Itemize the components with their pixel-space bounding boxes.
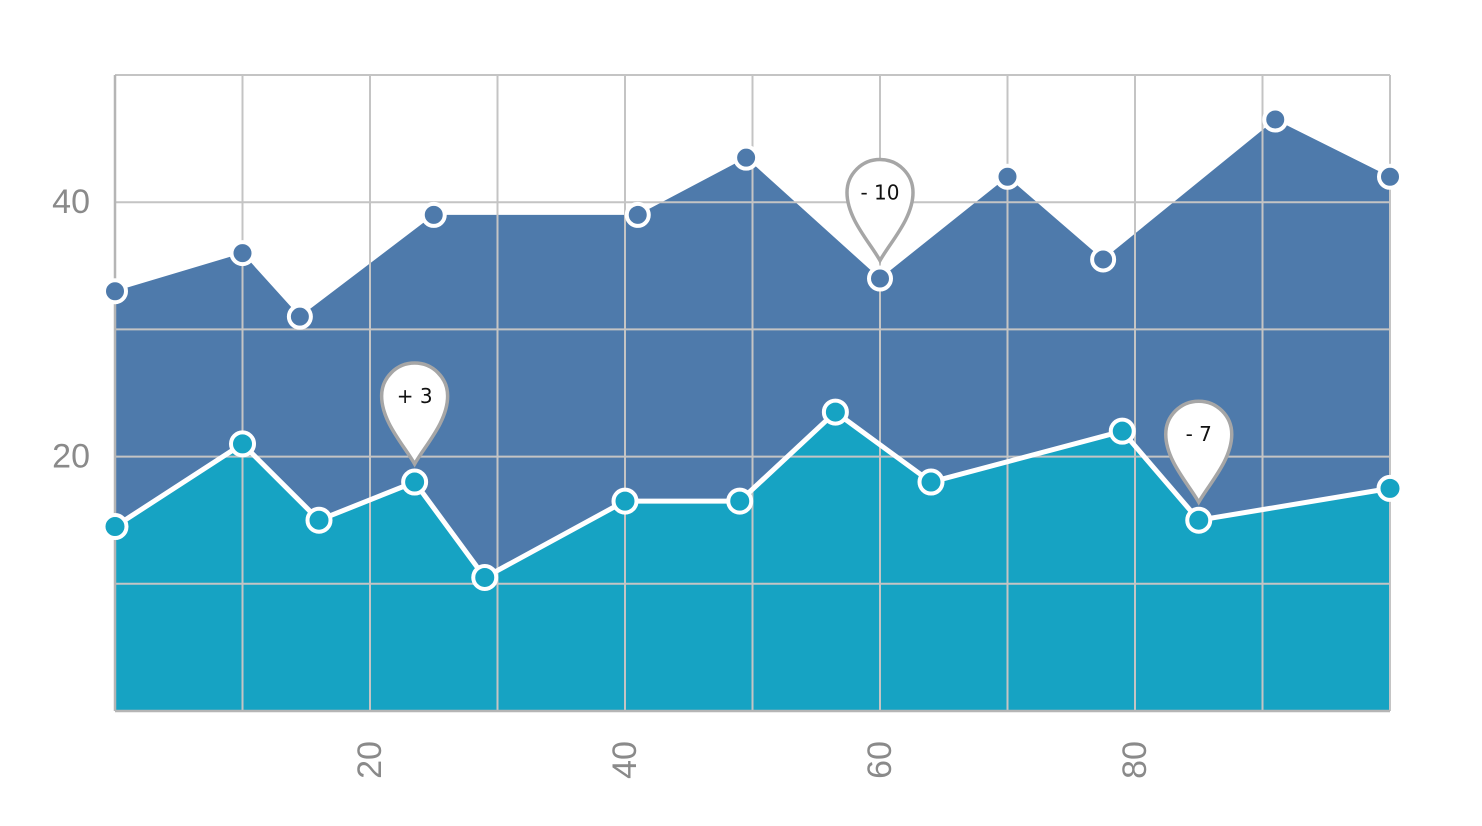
x-tick-label: 20: [351, 741, 389, 779]
data-point: [102, 278, 128, 305]
annotation-pin: + 3: [379, 361, 450, 468]
data-point: [401, 468, 429, 496]
annotation-label: - 10: [860, 181, 899, 205]
x-tick-label: 40: [606, 741, 644, 779]
data-point: [821, 398, 849, 426]
data-point: [917, 468, 945, 496]
data-point: [101, 513, 129, 541]
data-point: [420, 201, 447, 228]
data-points: [101, 106, 1404, 591]
data-point: [1185, 506, 1213, 534]
y-tick-label: 20: [52, 438, 90, 476]
annotation-pins: + 3 - 10 - 7: [379, 157, 1234, 506]
series-1-line: [113, 409, 1391, 580]
data-point: [471, 563, 499, 591]
y-tick-label: 40: [52, 183, 90, 221]
data-point: [726, 487, 754, 515]
annotation-pin-shape: [1163, 399, 1234, 506]
data-point: [305, 506, 333, 534]
data-point: [1108, 417, 1136, 445]
data-point: [733, 144, 760, 171]
series-lines: [113, 409, 1391, 580]
annotation-label: + 3: [397, 384, 433, 408]
annotation-label: - 7: [1186, 422, 1212, 446]
data-point: [867, 265, 893, 292]
data-point: [611, 487, 639, 515]
data-point: [1262, 106, 1289, 133]
annotation-pin-shape: [379, 361, 450, 468]
data-point: [286, 303, 313, 330]
annotation-pin: - 10: [845, 157, 915, 265]
data-point: [1090, 246, 1117, 273]
x-tick-label: 60: [861, 741, 899, 779]
data-point: [1377, 163, 1403, 190]
data-point: [1376, 474, 1404, 502]
data-point: [994, 163, 1021, 190]
annotation-pin: - 7: [1163, 399, 1234, 506]
x-tick-label: 80: [1116, 741, 1154, 779]
annotation-pin-shape: [845, 157, 915, 265]
x-axis-ticks: 20 40 60 80: [351, 741, 1154, 779]
data-point: [624, 201, 651, 228]
data-point: [229, 430, 256, 458]
data-point: [229, 240, 256, 267]
